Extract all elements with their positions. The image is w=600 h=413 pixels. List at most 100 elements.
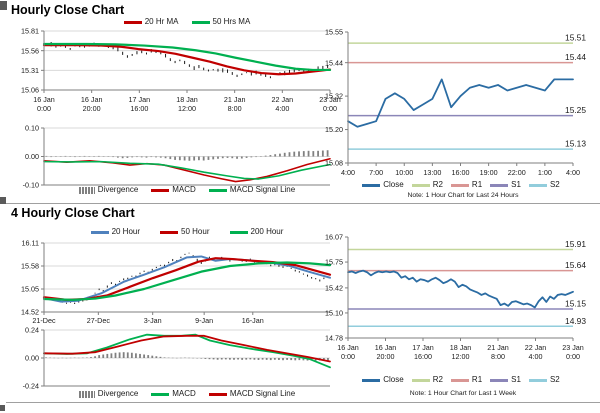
legend-label: 50 Hour [181,227,210,236]
svg-text:0.00: 0.00 [25,354,39,363]
line-swatch-icon [411,378,430,382]
line-swatch-icon [208,392,227,396]
svg-text:15.06: 15.06 [21,86,39,95]
hourly-close-chart-title: Hourly Close Chart [11,3,125,17]
svg-text:23 Jan: 23 Jan [319,95,341,104]
page-edge-mark [0,197,6,204]
line-swatch-icon [191,20,210,24]
legend-label: S1 [511,180,521,189]
svg-text:15.32: 15.32 [325,92,343,101]
divergence-bars-swatch-icon [78,186,95,194]
four-hourly-ma-legend: 20 Hour 50 Hour 200 Hour [44,228,330,236]
svg-text:22 Jan: 22 Jan [272,95,294,104]
svg-text:15.55: 15.55 [325,28,343,37]
svg-text:15.58: 15.58 [21,262,39,271]
legend-item-s1: S1 [490,376,521,384]
svg-text:16:00: 16:00 [414,352,432,361]
svg-text:15.81: 15.81 [21,27,39,36]
legend-item-200-hour: 200 Hour [229,227,284,236]
svg-text:7:00: 7:00 [369,168,383,177]
svg-text:15.15: 15.15 [565,299,586,309]
line-swatch-icon [528,183,547,187]
svg-text:16 Jan: 16 Jan [375,343,397,352]
svg-text:17 Jan: 17 Jan [129,95,151,104]
svg-text:18 Jan: 18 Jan [450,343,472,352]
svg-text:15.20: 15.20 [325,125,343,134]
legend-label: MACD [172,389,196,398]
svg-text:9-Jan: 9-Jan [195,316,213,325]
svg-text:15.44: 15.44 [325,58,343,67]
legend-label: MACD [172,185,196,194]
legend-item-divergence: Divergence [78,186,138,194]
svg-text:0:00: 0:00 [323,104,337,113]
legend-label: 200 Hour [250,227,284,236]
svg-text:14.78: 14.78 [325,334,343,343]
svg-text:3-Jan: 3-Jan [144,316,162,325]
legend-label: Close [383,180,404,189]
h1-24h-note: Note: 1 Hour Chart for Last 24 Hours [407,192,519,199]
line-swatch-icon [151,188,170,192]
svg-text:27-Dec: 27-Dec [87,316,111,325]
legend-label: MACD Signal Line [229,389,296,398]
legend-item-s1: S1 [490,181,521,189]
section-divider [6,402,600,403]
four-hourly-macd-legend: Divergence MACD MACD Signal Line [44,390,330,398]
line-swatch-icon [528,378,547,382]
svg-text:22 Jan: 22 Jan [525,343,547,352]
svg-text:0.10: 0.10 [25,124,39,133]
svg-text:10:00: 10:00 [395,168,413,177]
svg-text:1:00: 1:00 [538,168,552,177]
legend-label: MACD Signal Line [229,185,296,194]
svg-text:15.25: 15.25 [565,105,586,115]
section-divider [6,203,600,204]
svg-text:14.93: 14.93 [565,316,586,326]
svg-text:0:00: 0:00 [37,104,51,113]
svg-text:4:00: 4:00 [566,168,580,177]
line-swatch-icon [490,378,509,382]
svg-text:16 Jan: 16 Jan [81,95,103,104]
svg-text:15.56: 15.56 [21,46,39,55]
svg-text:15.44: 15.44 [565,52,586,62]
legend-item-macd: MACD [151,390,196,398]
svg-text:15.05: 15.05 [21,285,39,294]
svg-text:0.24: 0.24 [25,326,39,335]
page-edge-mark [0,1,7,10]
svg-text:14.52: 14.52 [21,308,39,317]
svg-text:4:00: 4:00 [275,104,289,113]
svg-text:12:00: 12:00 [178,104,196,113]
svg-text:17 Jan: 17 Jan [412,343,434,352]
legend-label: S2 [549,375,560,384]
svg-text:16.11: 16.11 [22,239,39,248]
legend-label: 50 Hrs MA [212,17,251,26]
svg-text:16 Jan: 16 Jan [33,95,55,104]
svg-text:0:00: 0:00 [566,352,580,361]
svg-text:-0.24: -0.24 [23,382,39,391]
svg-text:8:00: 8:00 [228,104,242,113]
h1-24h-legend: Close R2 R1 S1 S2 [348,181,574,189]
svg-text:15.10: 15.10 [325,309,343,318]
line-swatch-icon [490,183,509,187]
svg-text:15.13: 15.13 [565,139,586,149]
legend-item-macd-signal-line: MACD Signal Line [208,185,296,194]
legend-item-r1: R1 [450,181,482,189]
svg-text:15.08: 15.08 [325,159,343,168]
line-swatch-icon [90,230,109,234]
svg-text:16-Jan: 16-Jan [242,316,264,325]
svg-text:23 Jan: 23 Jan [562,343,584,352]
legend-item-close: Close [362,180,404,189]
legend-item-r2: R2 [411,376,443,384]
legend-label: S1 [511,375,521,384]
legend-item-macd-signal-line: MACD Signal Line [208,389,296,398]
divergence-bars-swatch-icon [78,390,95,398]
legend-item-50-hrs-ma: 50 Hrs MA [191,17,251,26]
legend-label: 20 Hour [111,227,141,236]
svg-text:18 Jan: 18 Jan [176,95,198,104]
svg-text:15.91: 15.91 [565,239,586,249]
svg-text:8:00: 8:00 [491,352,505,361]
svg-text:19:00: 19:00 [480,168,498,177]
svg-text:21-Dec: 21-Dec [32,316,56,325]
legend-label: Close [383,375,404,384]
svg-text:15.51: 15.51 [565,33,586,43]
